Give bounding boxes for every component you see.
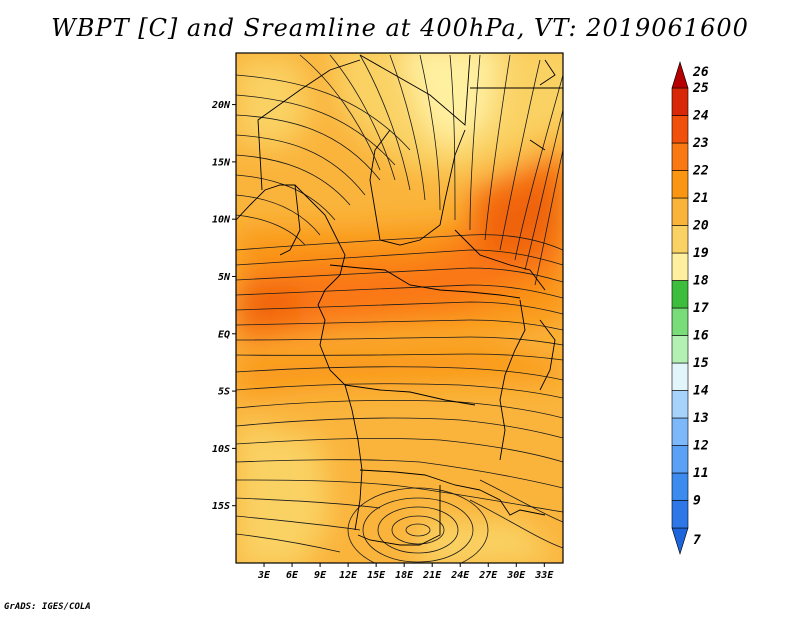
colorbar-label: 19 [693, 246, 709, 261]
colorbar-segment [671, 417, 689, 446]
colorbar-label: 18 [693, 274, 709, 289]
lat-tick-label: EQ [218, 329, 230, 340]
lat-tick-label: 10N [212, 215, 231, 226]
colorbar-label: 14 [693, 384, 709, 399]
colorbar-segment [671, 390, 689, 419]
colorbar-label: 25 [692, 81, 709, 96]
colorbar-label: 17 [693, 301, 709, 316]
colorbar-bottom-arrow [671, 527, 689, 556]
colorbar-label: 13 [693, 411, 709, 426]
colorbar-segment [671, 500, 689, 529]
lat-tick-label: 10S [212, 444, 230, 455]
lon-tick-label: 18E [395, 570, 414, 581]
lat-tick-label: 15S [212, 501, 230, 512]
colorbar-segment [671, 252, 689, 281]
lat-tick-label: 5N [218, 272, 231, 283]
streamlines [236, 54, 563, 563]
map-title: WBPT [C] and Sreamline at 400hPa, VT: 20… [51, 14, 749, 42]
colorbar-segment [671, 87, 689, 116]
lon-tick-label: 9E [314, 570, 327, 581]
colorbar-segment [671, 142, 689, 171]
lat-tick-label: 5S [218, 387, 230, 398]
colorbar-label: 16 [693, 329, 709, 344]
longitude-axis: 3E 6E 9E 12E 15E 18E 21E 24E 27E 30E 33E [257, 563, 554, 581]
lon-tick-label: 21E [422, 570, 442, 581]
lon-tick-label: 12E [339, 570, 358, 581]
colorbar-segment [671, 115, 689, 144]
map-panel [236, 53, 563, 563]
lon-tick-label: 3E [257, 570, 271, 581]
lon-tick-label: 24E [450, 570, 470, 581]
colorbar-label: 12 [693, 439, 709, 454]
lat-tick-label: 20N [211, 100, 231, 111]
colorbar-label: 9 [693, 494, 701, 509]
latitude-axis: 20N 15N 10N 5N EQ 5S 10S 15S [211, 100, 236, 512]
credit-text: GrADS: IGES/COLA [4, 602, 91, 612]
colorbar-label: 23 [692, 136, 709, 151]
colorbar-segment [671, 225, 689, 254]
colorbar-segment [671, 362, 689, 391]
colorbar-segment [671, 197, 689, 226]
colorbar-label: 7 [693, 533, 701, 548]
colorbar-label: 26 [692, 65, 709, 80]
colorbar-top-arrow [671, 60, 689, 89]
country-borders [236, 54, 563, 546]
lon-tick-label: 33E [534, 570, 554, 581]
colorbar-label: 15 [693, 356, 709, 371]
colorbar-segment [671, 170, 689, 199]
colorbar-segment [671, 335, 689, 364]
colorbar-label: 20 [692, 219, 709, 234]
lon-tick-label: 15E [367, 570, 386, 581]
lon-tick-label: 27E [478, 570, 498, 581]
lon-tick-label: 6E [286, 570, 299, 581]
lat-tick-label: 15N [212, 157, 231, 168]
colorbar-segment [671, 280, 689, 309]
lon-tick-label: 30E [506, 570, 526, 581]
colorbar-label: 24 [692, 109, 709, 124]
colorbar-segment [671, 445, 689, 474]
colorbar-label: 21 [692, 191, 709, 206]
colorbar-segment [671, 472, 689, 501]
colorbar-label: 22 [692, 164, 709, 179]
colorbar-label: 11 [693, 466, 709, 481]
colorbar-segment [671, 307, 689, 336]
map-frame [235, 52, 564, 564]
